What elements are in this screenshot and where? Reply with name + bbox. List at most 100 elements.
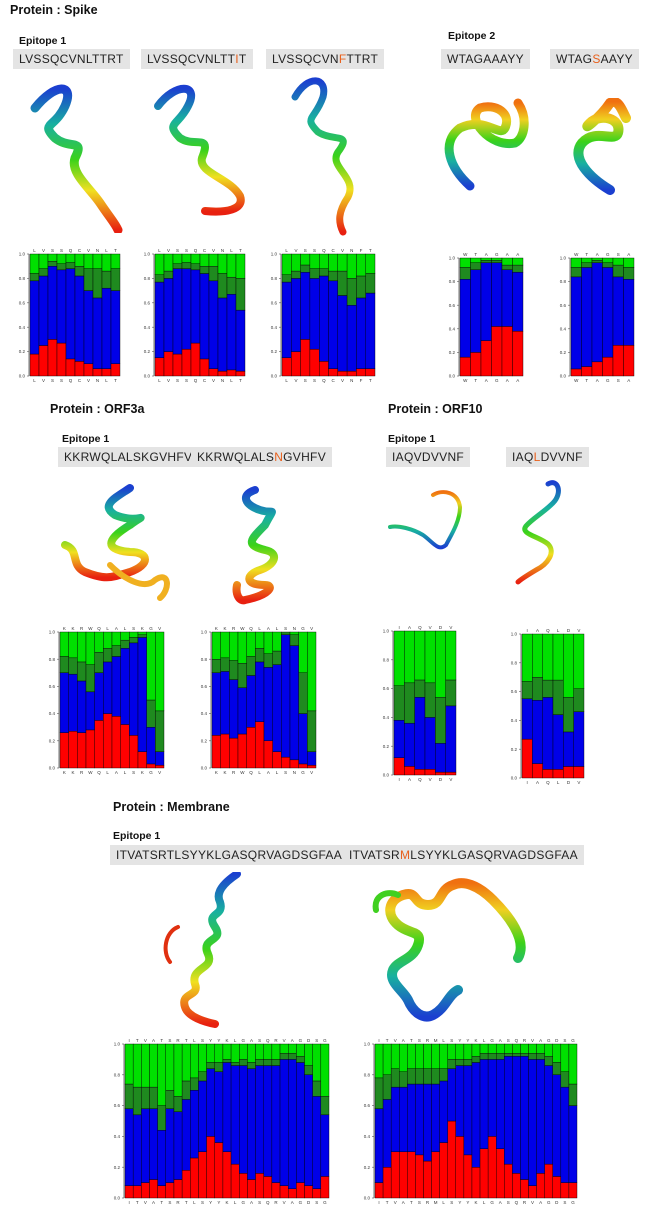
bar-segment-darkgreen xyxy=(199,266,210,274)
bar-segment-blue xyxy=(181,1099,191,1171)
bar-segment-darkgreen xyxy=(146,699,156,728)
bar-segment-red xyxy=(263,1176,273,1199)
residue-label-top: S xyxy=(60,248,63,253)
bar-segment-red xyxy=(501,326,513,377)
residue-label-top: W xyxy=(88,626,93,631)
bar-segment-blue xyxy=(602,267,614,358)
bar-segment-darkgreen xyxy=(226,276,237,295)
bar-segment-green xyxy=(59,631,69,657)
bar-segment-green xyxy=(495,1043,505,1054)
residue-label-top: G xyxy=(301,626,305,631)
bar-segment-blue xyxy=(560,1086,570,1183)
bar-segment-darkgreen xyxy=(289,634,299,646)
bar-segment-blue xyxy=(173,1111,183,1180)
bar-segment-red xyxy=(487,1136,497,1199)
bar-segment-green xyxy=(226,253,237,278)
residue-label-bottom: V xyxy=(394,1200,397,1205)
bar-segment-green xyxy=(542,633,554,681)
residue-label-bottom: W xyxy=(240,770,245,775)
residue-label-top: T xyxy=(474,252,477,257)
residue-label-bottom: V xyxy=(158,770,161,775)
residue-label-bottom: S xyxy=(185,378,188,383)
bar-segment-blue xyxy=(38,275,49,346)
bar-segment-red xyxy=(291,351,301,377)
residue-label-top: R xyxy=(80,626,84,631)
residue-label-bottom: D xyxy=(555,1200,559,1205)
bar-segment-blue xyxy=(445,705,457,773)
sequence-text: T xyxy=(238,52,247,66)
bar-segment-green xyxy=(217,253,228,274)
residue-label-bottom: A xyxy=(536,780,539,785)
y-tick-label: 0.6 xyxy=(560,303,567,308)
residue-label-top: S xyxy=(284,626,287,631)
residue-label-bottom: A xyxy=(115,770,118,775)
sequence-box: LVSSQCVNLTTIT xyxy=(141,49,253,69)
residue-label-top: S xyxy=(313,248,316,253)
bar-segment-red xyxy=(190,342,201,377)
bar-segment-blue xyxy=(137,637,147,752)
bar-segment-darkgreen xyxy=(304,1065,313,1075)
bar-segment-blue xyxy=(198,1080,207,1152)
sequence-text: IAQ xyxy=(512,450,534,464)
bar-segment-darkgreen xyxy=(520,1053,529,1057)
bar-segment-blue xyxy=(271,1065,281,1183)
y-tick-label: 0.8 xyxy=(19,276,26,281)
bar-segment-green xyxy=(455,1043,465,1060)
bar-segment-green xyxy=(414,630,426,681)
residue-label-bottom: V xyxy=(531,1200,534,1205)
bar-segment-red xyxy=(423,1160,432,1199)
sequence-box: IAQVDVVNF xyxy=(386,447,471,467)
bar-segment-red xyxy=(111,716,121,769)
bar-segment-darkgreen xyxy=(65,262,76,269)
bar-segment-green xyxy=(111,631,121,646)
bar-segment-green xyxy=(281,253,292,275)
bar-segment-red xyxy=(447,1120,457,1199)
bar-segment-red xyxy=(495,1148,505,1199)
bar-segment-green xyxy=(155,631,165,712)
residue-label-bottom: V xyxy=(310,770,313,775)
residue-label-top: W xyxy=(463,252,468,257)
bar-segment-red xyxy=(337,370,348,377)
bar-segment-red xyxy=(287,1188,297,1199)
bar-segment-darkgreen xyxy=(424,682,436,718)
bar-segment-darkgreen xyxy=(512,264,524,273)
bar-segment-blue xyxy=(544,1065,553,1165)
bar-segment-green xyxy=(528,1043,537,1054)
bar-segment-red xyxy=(455,1136,465,1199)
bar-segment-darkgreen xyxy=(309,268,320,279)
bar-segment-blue xyxy=(214,1071,224,1143)
residue-label-bottom: S xyxy=(176,378,179,383)
bar-segment-red xyxy=(407,1151,416,1199)
bar-segment-darkgreen xyxy=(495,1053,505,1060)
y-tick-label: 0.2 xyxy=(19,349,26,354)
y-tick-label: 0.4 xyxy=(364,1134,371,1139)
bar-segment-blue xyxy=(307,751,317,766)
residue-label-top: R xyxy=(523,1038,527,1043)
bar-segment-red xyxy=(272,751,282,769)
residue-label-top: G xyxy=(323,1038,327,1043)
bar-segment-blue xyxy=(542,697,554,770)
residue-label-top: A xyxy=(291,1038,294,1043)
sequence-box: KKRWQLALSKGVHFV xyxy=(58,447,199,467)
bar-segment-darkgreen xyxy=(255,648,265,663)
bar-segment-blue xyxy=(312,1096,322,1189)
residue-label-bottom: C xyxy=(332,378,336,383)
residue-label-bottom: A xyxy=(485,378,488,383)
bar-segment-red xyxy=(120,724,130,769)
residue-label-top: L xyxy=(234,1038,237,1043)
residue-label-top: V xyxy=(577,628,580,633)
residue-label-bottom: A xyxy=(516,378,519,383)
bar-segment-blue xyxy=(573,711,585,767)
residue-label-bottom: T xyxy=(239,378,242,383)
residue-label-bottom: L xyxy=(234,1200,237,1205)
bar-segment-blue xyxy=(85,691,95,731)
bar-segment-darkgreen xyxy=(211,659,221,674)
y-tick-label: 0.4 xyxy=(19,325,26,330)
bar-segment-red xyxy=(129,735,139,769)
residue-label-bottom: D xyxy=(439,777,443,782)
y-tick-label: 0.4 xyxy=(114,1134,121,1139)
bar-segment-red xyxy=(211,735,221,769)
residue-label-top: L xyxy=(124,626,127,631)
residue-label-bottom: V xyxy=(144,1200,147,1205)
bar-segment-darkgreen xyxy=(157,1105,166,1131)
